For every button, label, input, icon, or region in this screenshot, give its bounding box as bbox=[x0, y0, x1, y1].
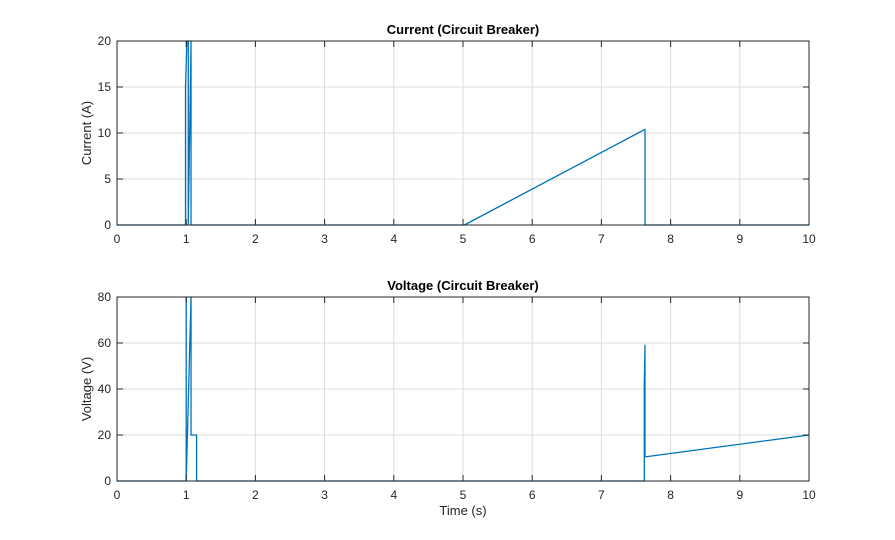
x-tick-label: 8 bbox=[667, 488, 674, 502]
y-tick-label: 0 bbox=[104, 218, 111, 232]
x-tick-label: 3 bbox=[321, 232, 328, 246]
x-tick-label: 6 bbox=[529, 232, 536, 246]
y-tick-label: 5 bbox=[104, 172, 111, 186]
y-axis-label: Voltage (V) bbox=[79, 357, 94, 421]
x-tick-label: 10 bbox=[802, 488, 816, 502]
x-axis-label: Time (s) bbox=[439, 503, 486, 518]
chart-title: Voltage (Circuit Breaker) bbox=[387, 278, 538, 293]
x-tick-label: 9 bbox=[736, 488, 743, 502]
x-tick-label: 2 bbox=[252, 488, 259, 502]
y-tick-label: 0 bbox=[104, 474, 111, 488]
x-tick-label: 7 bbox=[598, 488, 605, 502]
x-tick-label: 5 bbox=[460, 232, 467, 246]
x-tick-label: 7 bbox=[598, 232, 605, 246]
y-tick-label: 40 bbox=[98, 382, 112, 396]
y-tick-label: 60 bbox=[98, 336, 112, 350]
y-tick-label: 80 bbox=[98, 290, 112, 304]
y-axis-label: Current (A) bbox=[79, 101, 94, 165]
x-tick-label: 5 bbox=[460, 488, 467, 502]
x-tick-label: 6 bbox=[529, 488, 536, 502]
chart-title: Current (Circuit Breaker) bbox=[387, 22, 539, 37]
x-tick-label: 0 bbox=[114, 488, 121, 502]
series-line bbox=[117, 40, 809, 226]
y-tick-label: 15 bbox=[98, 80, 112, 94]
series-line bbox=[117, 296, 810, 482]
x-tick-label: 2 bbox=[252, 232, 259, 246]
current-chart: 0 1 2 3 4 5 6 7 8 9 10 0 5 10 15 20 Current (Circuit Bre… bbox=[79, 22, 816, 246]
x-tick-label: 9 bbox=[736, 232, 743, 246]
x-tick-label: 4 bbox=[390, 488, 397, 502]
x-tick-label: 8 bbox=[667, 232, 674, 246]
x-tick-label: 3 bbox=[321, 488, 328, 502]
voltage-chart: 0 1 2 3 4 5 6 7 8 9 10 0 20 40 60 80 Voltage (Circuit Br… bbox=[79, 278, 816, 518]
x-tick-label: 0 bbox=[114, 232, 121, 246]
y-tick-label: 20 bbox=[98, 428, 112, 442]
x-tick-label: 10 bbox=[802, 232, 816, 246]
x-tick-label: 4 bbox=[390, 232, 397, 246]
y-tick-label: 20 bbox=[98, 34, 112, 48]
y-tick-label: 10 bbox=[98, 126, 112, 140]
x-tick-label: 1 bbox=[183, 232, 190, 246]
x-tick-label: 1 bbox=[183, 488, 190, 502]
